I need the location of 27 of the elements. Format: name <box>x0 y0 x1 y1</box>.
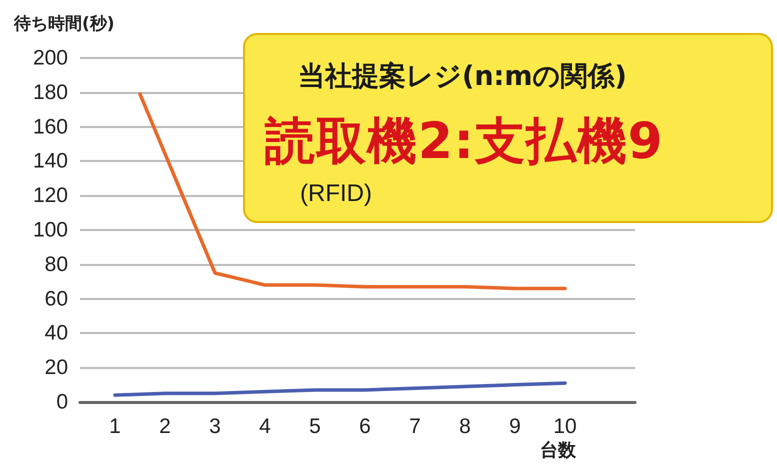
x-tick-label: 6 <box>359 415 371 438</box>
y-tick-label: 100 <box>32 218 68 242</box>
y-tick-label: 0 <box>56 390 68 414</box>
x-tick-label: 9 <box>509 415 521 438</box>
y-tick-label: 80 <box>44 252 68 276</box>
x-tick-label: 5 <box>309 415 321 438</box>
y-tick-label: 160 <box>32 115 68 138</box>
y-tick-label: 20 <box>44 356 68 380</box>
x-tick-label: 4 <box>259 415 272 438</box>
x-tick-label: 7 <box>409 415 421 438</box>
x-axis-title: 台数 <box>540 439 576 462</box>
y-tick-label: 140 <box>32 150 68 173</box>
annotation: (RFID) <box>300 180 372 208</box>
y-tick-label: 180 <box>32 80 68 104</box>
x-tick-label: 10 <box>553 415 577 438</box>
y-tick-label: 200 <box>32 46 68 70</box>
x-tick-label: 3 <box>209 415 221 438</box>
y-tick-label: 120 <box>32 184 68 208</box>
x-tick-label: 8 <box>459 415 471 438</box>
annotation: 読取機2:支払機9 <box>265 111 664 172</box>
x-tick-label: 2 <box>159 415 171 438</box>
x-tick-label: 1 <box>109 415 121 438</box>
y-tick-label: 60 <box>44 287 68 310</box>
annotation: 当社提案レジ(n:mの関係) <box>298 60 627 94</box>
y-axis-title: 待ち時間(秒) <box>14 13 115 35</box>
y-tick-label: 40 <box>44 322 68 345</box>
line-series <box>113 381 567 397</box>
